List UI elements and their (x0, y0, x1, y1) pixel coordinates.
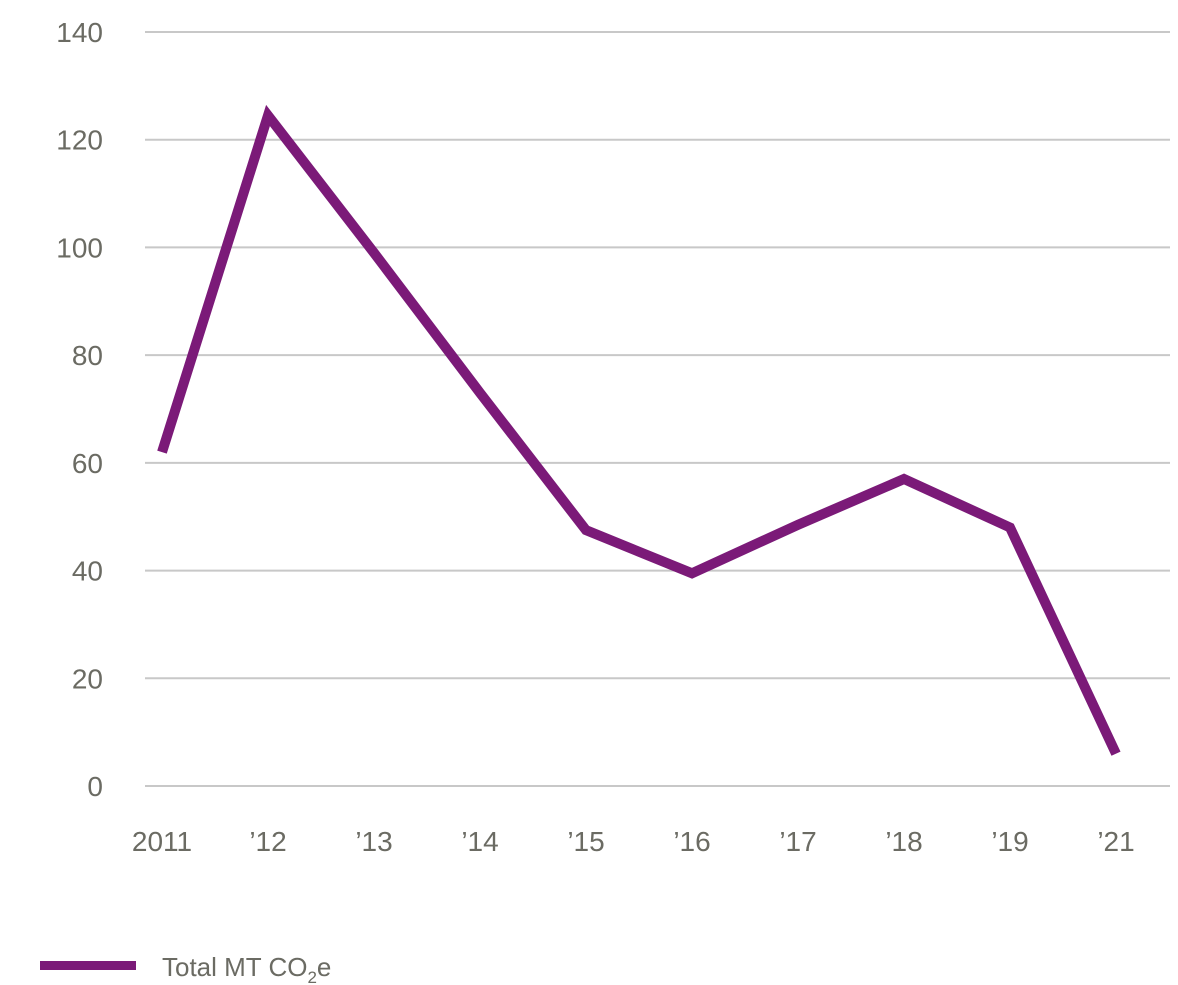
legend-swatch (40, 961, 136, 970)
data-points (162, 115, 1116, 753)
x-tick-label: ’15 (567, 826, 604, 857)
x-tick-label: ’18 (885, 826, 922, 857)
x-axis-ticks: 2011 ’12 ’13 ’14 ’15 ’16 ’17 ’18 ’19 ’21 (132, 826, 1135, 857)
x-tick-label: ’17 (779, 826, 816, 857)
y-tick-label: 120 (56, 125, 103, 156)
legend: Total MT CO2e (40, 952, 331, 985)
gridlines (145, 31, 1170, 787)
y-tick-label: 100 (56, 232, 103, 263)
y-tick-label: 0 (87, 771, 103, 802)
series-lines (157, 104, 1121, 756)
legend-subscript: 2 (307, 968, 316, 985)
legend-suffix: e (317, 952, 331, 982)
x-tick-label: 2011 (132, 826, 192, 857)
series-line-0 (157, 104, 1121, 756)
legend-label: Total MT CO2e (162, 952, 331, 985)
y-tick-label: 20 (72, 663, 103, 694)
x-tick-label: ’13 (355, 826, 392, 857)
y-tick-label: 60 (72, 448, 103, 479)
y-tick-label: 140 (56, 17, 103, 48)
x-tick-label: ’12 (249, 826, 286, 857)
x-tick-label: ’19 (991, 826, 1028, 857)
x-tick-label: ’16 (673, 826, 710, 857)
y-tick-label: 80 (72, 340, 103, 371)
x-tick-label: ’21 (1097, 826, 1134, 857)
y-axis-ticks: 0 20 40 60 80 100 120 140 (56, 17, 103, 802)
y-tick-label: 40 (72, 556, 103, 587)
legend-text: Total MT CO (162, 952, 307, 982)
x-tick-label: ’14 (461, 826, 498, 857)
